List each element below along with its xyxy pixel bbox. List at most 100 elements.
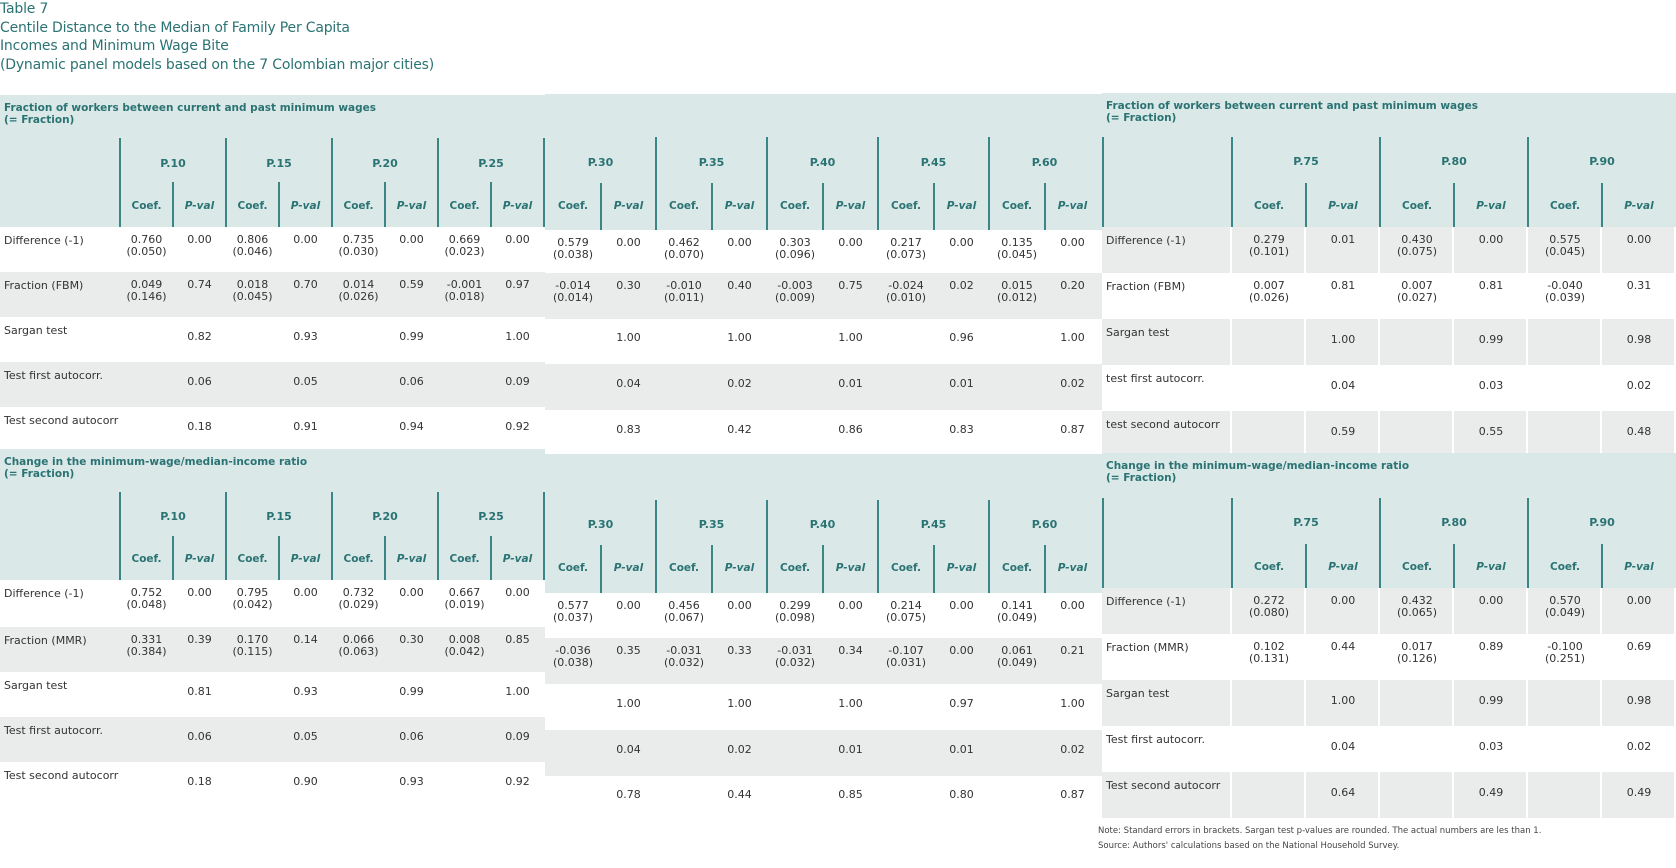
column-header-coef: Coef. — [890, 200, 922, 212]
column-divider — [172, 182, 174, 227]
coef-value: 0.669 (0.023) — [438, 234, 491, 258]
pval-value: 0.00 — [1060, 599, 1085, 612]
standard-error: (0.131) — [1248, 652, 1290, 665]
coefficient: -0.001 — [446, 278, 483, 291]
row-label: Test second autocorr — [4, 414, 119, 427]
column-header-pval: P-val — [396, 553, 427, 565]
standard-error: (0.018) — [444, 290, 485, 303]
column-header-coef: Coef. — [343, 553, 374, 565]
column-divider — [1305, 183, 1307, 227]
table-row — [0, 317, 545, 362]
percentile-header: P.80 — [1441, 155, 1467, 168]
row-label: Fraction (FBM) — [4, 279, 84, 292]
coefficient: -0.036 — [555, 644, 591, 657]
pval-value: 1.00 — [838, 697, 863, 710]
cell-background — [1232, 319, 1306, 365]
pval-value: 1.00 — [616, 331, 641, 344]
pval-value: 0.96 — [949, 331, 974, 344]
column-divider — [278, 536, 280, 580]
row-label: Test second autocorr — [1106, 779, 1221, 792]
coefficient: 0.007 — [1401, 279, 1433, 292]
percentile-header: P.40 — [809, 518, 836, 531]
percentile-header: P.30 — [587, 518, 614, 531]
row-label: Difference (-1) — [4, 234, 84, 247]
pval-value: 0.00 — [1478, 233, 1504, 246]
pval-value: 0.94 — [399, 420, 424, 433]
table-row — [1102, 411, 1676, 457]
column-divider — [933, 183, 935, 230]
row-label: Test second autocorr — [4, 769, 119, 782]
coefficient: 0.017 — [1401, 640, 1433, 653]
cell-background — [1602, 772, 1676, 818]
pval-value: 1.00 — [1330, 694, 1356, 707]
cell-background — [1528, 680, 1602, 726]
pval-value: 0.33 — [727, 644, 752, 657]
standard-error: (0.009) — [774, 291, 816, 304]
standard-error: (0.045) — [1544, 245, 1586, 258]
cell-background — [1528, 411, 1602, 457]
pval-value: 0.69 — [1626, 640, 1652, 653]
standard-error: (0.070) — [663, 248, 705, 261]
standard-error: (0.038) — [552, 248, 594, 261]
standard-error: (0.031) — [885, 656, 927, 669]
standard-error: (0.026) — [338, 290, 379, 303]
standard-error: (0.048) — [126, 598, 167, 611]
pval-value: 0.30 — [616, 279, 641, 292]
cell-background — [1232, 680, 1306, 726]
group-divider — [766, 500, 768, 593]
column-header-pval: P-val — [613, 200, 644, 212]
percentile-header: P.75 — [1293, 155, 1319, 168]
cell-background — [1306, 411, 1380, 457]
column-header-coef: Coef. — [449, 553, 480, 565]
section-caption-unit: (= Fraction) — [1106, 111, 1177, 124]
pval-value: 0.00 — [616, 236, 641, 249]
row-label: Fraction (FBM) — [1106, 280, 1186, 293]
cell-background — [1528, 588, 1602, 634]
standard-error: (0.080) — [1248, 606, 1290, 619]
pval-value: 0.06 — [399, 730, 424, 743]
table-row — [0, 672, 545, 717]
table-title-block: Table 7 Centile Distance to the Median o… — [0, 0, 434, 74]
pval-value: 0.06 — [187, 730, 212, 743]
pval-value: 0.00 — [727, 599, 752, 612]
coefficient: 0.760 — [130, 233, 163, 246]
column-header-coef: Coef. — [237, 553, 268, 565]
pval-value: 0.39 — [187, 633, 212, 646]
pval-value: 0.64 — [1330, 786, 1356, 799]
column-header-pval: P-val — [724, 562, 755, 574]
coefficient: -0.003 — [777, 279, 813, 292]
cell-background — [1454, 411, 1528, 457]
coef-value: -0.040 (0.039) — [1528, 280, 1602, 304]
table-row — [1102, 227, 1676, 273]
column-header-coef: Coef. — [1253, 561, 1285, 573]
coef-value: 0.007 (0.027) — [1380, 280, 1454, 304]
coefficient: 0.066 — [342, 633, 375, 646]
coefficient: 0.795 — [236, 586, 269, 599]
cell-background — [1380, 680, 1454, 726]
coef-value: 0.170 (0.115) — [226, 634, 279, 658]
pval-value: 0.98 — [1626, 694, 1652, 707]
coef-value: -0.010 (0.011) — [656, 280, 712, 304]
coef-value: 0.015 (0.012) — [989, 280, 1045, 304]
table-subtitle: (Dynamic panel models based on the 7 Col… — [0, 56, 434, 73]
coef-value: 0.303 (0.096) — [767, 237, 823, 261]
row-label: Difference (-1) — [1106, 234, 1186, 247]
coefficient: 0.577 — [557, 599, 589, 612]
column-divider — [172, 536, 174, 580]
percentile-header: P.45 — [920, 156, 947, 169]
pval-value: 0.02 — [949, 279, 974, 292]
coefficient: 0.669 — [448, 233, 481, 246]
coef-value: 0.014 (0.026) — [332, 279, 385, 303]
pval-value: 0.00 — [399, 233, 424, 246]
row-label: Test first autocorr. — [4, 724, 104, 737]
pval-value: 0.00 — [187, 586, 212, 599]
standard-error: (0.045) — [232, 290, 273, 303]
cell-background — [1232, 411, 1306, 457]
coefficient: -0.031 — [777, 644, 813, 657]
standard-error: (0.049) — [1544, 606, 1586, 619]
group-divider — [437, 492, 439, 580]
section-caption-title: Change in the minimum-wage/median-income… — [1106, 460, 1410, 472]
standard-error: (0.032) — [774, 656, 816, 669]
coef-value: -0.031 (0.032) — [656, 645, 712, 669]
standard-error: (0.046) — [232, 245, 273, 258]
